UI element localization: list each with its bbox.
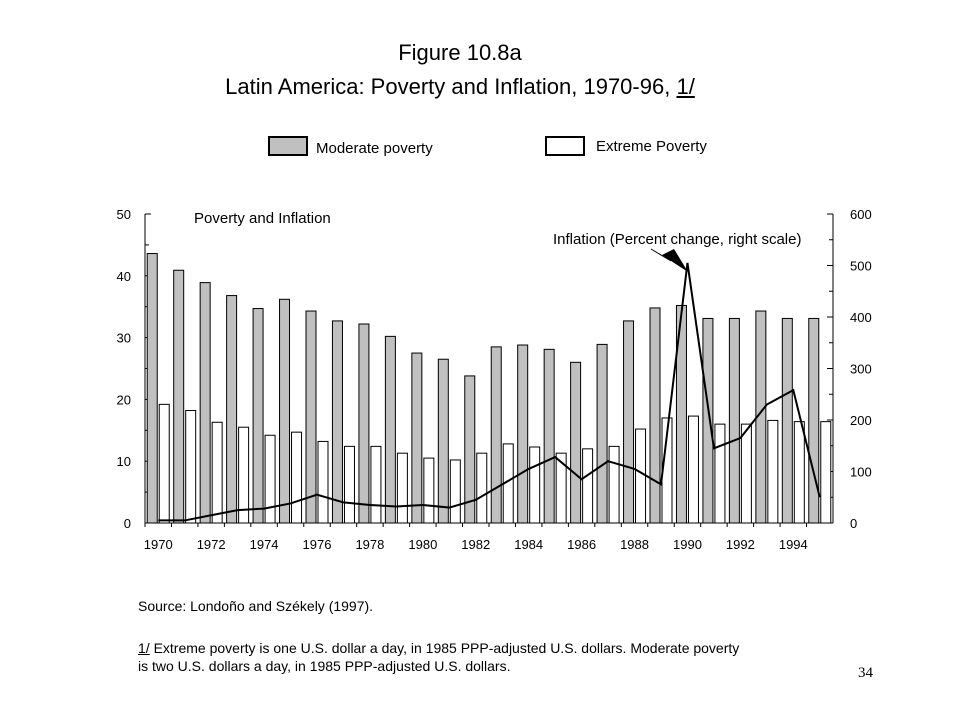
bar-extreme-poverty [714, 423, 726, 524]
bar-extreme-poverty [449, 459, 461, 524]
x-tick-label: 1990 [673, 537, 702, 552]
source-note: Source: Londoño and Székely (1997). [138, 598, 374, 614]
x-tick-label: 1992 [726, 537, 755, 552]
bar-moderate-poverty [411, 352, 423, 524]
bar-extreme-poverty [740, 423, 752, 524]
legend-label-moderate: Moderate poverty [316, 140, 433, 157]
figure-subtitle: Latin America: Poverty and Inflation, 19… [0, 74, 940, 100]
bar-moderate-poverty [808, 317, 820, 524]
right-tick-label: 400 [850, 310, 872, 325]
subtitle-footnote-marker: 1/ [676, 74, 695, 99]
bar-extreme-poverty [343, 445, 355, 524]
subtitle-main: Latin America: Poverty and Inflation, 19… [225, 74, 677, 99]
bar-moderate-poverty [173, 269, 185, 524]
bar-moderate-poverty [384, 335, 396, 524]
bar-moderate-poverty [279, 298, 291, 524]
right-tick-label: 100 [850, 465, 872, 480]
bar-extreme-poverty [238, 426, 250, 524]
footnote-text-1: Extreme poverty is one U.S. dollar a day… [149, 640, 740, 656]
bar-moderate-poverty [490, 346, 502, 524]
legend-label-extreme: Extreme Poverty [596, 138, 707, 155]
annotation-arrow-shaft [650, 248, 672, 262]
x-tick-label: 1980 [408, 537, 437, 552]
bar-moderate-poverty [358, 323, 370, 524]
bar-extreme-poverty [582, 448, 594, 524]
right-tick-label: 200 [850, 413, 872, 428]
footnote-line-1: 1/ Extreme poverty is one U.S. dollar a … [138, 640, 739, 656]
bar-moderate-poverty [517, 344, 529, 524]
bar-extreme-poverty [291, 431, 303, 524]
bar-moderate-poverty [702, 317, 714, 524]
bar-moderate-poverty [226, 295, 238, 524]
page-number: 34 [858, 665, 873, 681]
x-tick-label: 1994 [779, 537, 808, 552]
x-tick-label: 1974 [250, 537, 279, 552]
left-tick-label: 10 [117, 454, 131, 469]
bar-extreme-poverty [555, 452, 567, 524]
x-tick-label: 1972 [197, 537, 226, 552]
inflation-annotation: Inflation (Percent change, right scale) [553, 231, 801, 248]
bar-extreme-poverty [211, 421, 223, 524]
bar-extreme-poverty [476, 452, 488, 524]
bar-extreme-poverty [820, 421, 832, 524]
x-tick-label: 1978 [355, 537, 384, 552]
bar-moderate-poverty [252, 308, 264, 524]
bar-moderate-poverty [596, 343, 608, 524]
chart-bars [146, 253, 832, 524]
bar-extreme-poverty [423, 457, 435, 524]
bar-moderate-poverty [464, 375, 476, 524]
bar-moderate-poverty [437, 358, 449, 524]
bar-moderate-poverty [623, 320, 635, 524]
bar-moderate-poverty [649, 307, 661, 524]
x-tick-label: 1986 [567, 537, 596, 552]
right-tick-label: 500 [850, 259, 872, 274]
figure-label: Figure 10.8a [398, 40, 522, 65]
bar-extreme-poverty [317, 440, 329, 524]
left-tick-label: 20 [117, 392, 131, 407]
x-tick-label: 1988 [620, 537, 649, 552]
bar-extreme-poverty [635, 428, 647, 524]
chart-inner-title: Poverty and Inflation [194, 210, 331, 227]
bar-moderate-poverty [543, 348, 555, 524]
bar-extreme-poverty [767, 419, 779, 524]
x-tick-label: 1976 [303, 537, 332, 552]
left-tick-label: 0 [124, 516, 131, 531]
bar-moderate-poverty [781, 317, 793, 524]
bar-moderate-poverty [305, 310, 317, 524]
bar-moderate-poverty [728, 317, 740, 524]
bar-extreme-poverty [793, 421, 805, 524]
bar-extreme-poverty [687, 415, 699, 524]
inflation-line [158, 262, 821, 522]
bar-moderate-poverty [199, 282, 211, 524]
right-tick-label: 600 [850, 207, 872, 222]
bar-extreme-poverty [608, 445, 620, 524]
right-tick-label: 0 [850, 516, 857, 531]
x-tick-label: 1984 [514, 537, 543, 552]
left-tick-label: 50 [117, 207, 131, 222]
bar-extreme-poverty [370, 445, 382, 524]
left-tick-label: 40 [117, 269, 131, 284]
right-tick-label: 300 [850, 362, 872, 377]
footnote-line-2: is two U.S. dollars a day, in 1985 PPP-a… [138, 658, 511, 674]
bar-extreme-poverty [185, 410, 197, 524]
x-tick-label: 1970 [144, 537, 173, 552]
left-tick-label: 30 [117, 331, 131, 346]
bar-moderate-poverty [146, 253, 158, 524]
bar-extreme-poverty [264, 434, 276, 524]
inflation-polyline [158, 262, 821, 522]
legend-swatch-extreme [545, 136, 585, 156]
bar-extreme-poverty [158, 403, 170, 524]
bar-extreme-poverty [396, 452, 408, 524]
legend-swatch-moderate [268, 136, 308, 156]
annotation-arrow-head [662, 249, 688, 272]
bar-moderate-poverty [570, 361, 582, 524]
bar-extreme-poverty [529, 446, 541, 524]
x-tick-label: 1982 [461, 537, 490, 552]
footnote-marker: 1/ [138, 640, 150, 656]
bar-moderate-poverty [331, 320, 343, 524]
